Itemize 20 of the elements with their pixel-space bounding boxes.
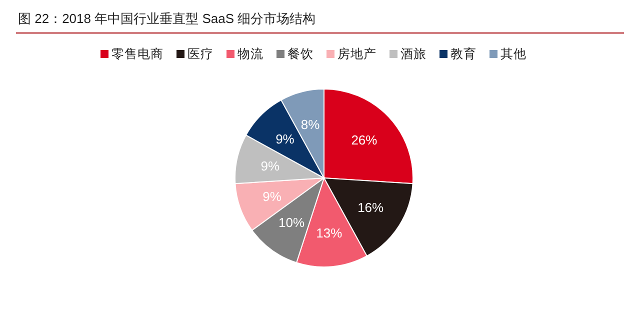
data-label: 13% xyxy=(316,225,343,240)
data-label: 9% xyxy=(260,158,280,174)
legend-label: 零售电商 xyxy=(112,47,164,61)
legend-label: 物流 xyxy=(238,46,264,61)
legend-label: 房地产 xyxy=(338,46,376,61)
pie-slice xyxy=(324,88,414,184)
data-label: 16% xyxy=(358,200,384,216)
legend-label: 酒旅 xyxy=(400,47,426,61)
legend-label: 教育 xyxy=(450,46,476,61)
chart-title: 图 22：2018 年中国行业垂直型 SaaS 细分市场结构 xyxy=(18,11,316,26)
data-label: 10% xyxy=(278,215,306,230)
legend-label: 餐饮 xyxy=(288,47,314,61)
data-label: 9% xyxy=(262,189,282,204)
legend-label: 医疗 xyxy=(188,47,214,61)
data-label: 9% xyxy=(276,131,295,146)
data-label: 8% xyxy=(300,117,320,132)
data-label: 26% xyxy=(351,132,378,148)
legend-label: 其他 xyxy=(500,47,526,61)
pie-slice xyxy=(246,100,324,178)
pie-slice xyxy=(234,134,324,184)
